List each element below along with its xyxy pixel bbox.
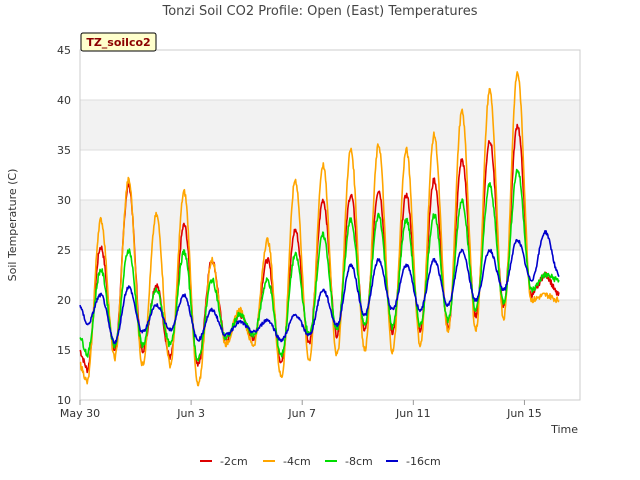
grid-band: [80, 100, 580, 150]
y-axis-label: Soil Temperature (C): [6, 169, 19, 282]
site-tag-label: TZ_soilco2: [86, 36, 150, 49]
legend-label: -16cm: [406, 455, 441, 468]
y-axis-ticks: 10 15 20 25 30 35 40 45: [57, 44, 71, 407]
series-lines: [79, 71, 560, 387]
legend-label: -4cm: [283, 455, 311, 468]
series-line--4cm: [79, 71, 560, 387]
y-tick-label: 25: [57, 244, 71, 257]
legend: -2cm -4cm -8cm -16cm: [200, 455, 441, 468]
y-tick-label: 40: [57, 94, 71, 107]
x-axis-label: Time: [550, 423, 578, 436]
legend-label: -2cm: [220, 455, 248, 468]
x-tick-label: Jun 3: [176, 407, 205, 420]
plot-frame: [79, 49, 581, 401]
site-tag-box: [80, 32, 157, 52]
y-tick-label: 30: [57, 194, 71, 207]
series-line--16cm: [79, 230, 560, 345]
x-tick-label: Jun 15: [506, 407, 542, 420]
legend-label: -8cm: [345, 455, 373, 468]
y-tick-label: 35: [57, 144, 71, 157]
x-tick-label: Jun 7: [287, 407, 316, 420]
y-tick-label: 15: [57, 344, 71, 357]
chart-title: Tonzi Soil CO2 Profile: Open (East) Temp…: [161, 4, 477, 19]
y-tick-label: 45: [57, 44, 71, 57]
y-tick-label: 20: [57, 294, 71, 307]
x-axis-ticks: May 30 Jun 3 Jun 7 Jun 11 Jun 15: [60, 400, 542, 420]
y-tick-label: 10: [57, 394, 71, 407]
site-tag: TZ_soilco2: [80, 32, 157, 52]
grid-band: [80, 200, 580, 250]
x-tick-label: May 30: [60, 407, 100, 420]
x-tick-label: Jun 11: [395, 407, 431, 420]
